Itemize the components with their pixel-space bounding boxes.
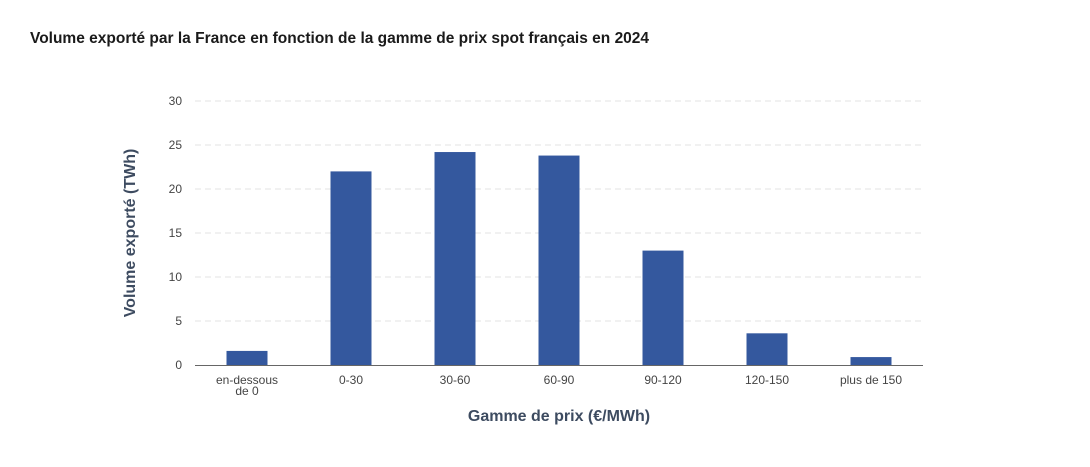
bar [330,171,372,365]
bar [434,152,476,365]
y-tick-label: 15 [169,226,183,240]
bar [642,250,684,365]
x-tick-label: 90-120 [644,373,682,387]
y-axis-ticks: 0 5 10 15 20 25 30 [169,94,183,372]
chart-title: Volume exporté par la France en fonction… [30,30,650,47]
x-axis-title: Gamme de prix (€/MWh) [468,408,650,425]
x-tick-label: 0-30 [339,373,363,387]
bar [226,350,268,365]
y-tick-label: 20 [169,182,183,196]
y-axis-title: Volume exporté (TWh) [122,149,139,318]
bar [746,333,788,365]
bar [538,155,580,365]
x-tick-label: plus de 150 [840,373,902,387]
y-tick-label: 5 [175,314,182,328]
bar [850,357,892,365]
y-tick-label: 10 [169,270,183,284]
x-tick-label: 30-60 [440,373,471,387]
x-tick-label: en-dessous de 0 [216,373,278,398]
y-tick-label: 0 [175,358,182,372]
y-tick-label: 25 [169,138,183,152]
x-axis-ticks: en-dessous de 0 0-30 30-60 60-90 90-120 120-15… [216,373,902,398]
y-tick-label: 30 [169,94,183,108]
x-tick-label: 60-90 [544,373,575,387]
x-tick-label: 120-150 [745,373,789,387]
bars [226,152,892,365]
